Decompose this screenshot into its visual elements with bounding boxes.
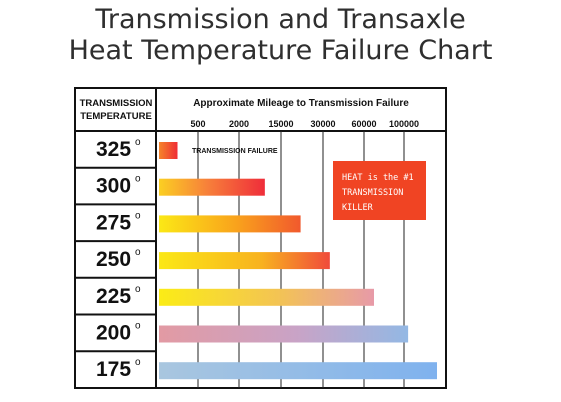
bar-225 [159, 288, 374, 306]
bar-325 [159, 142, 178, 159]
bar-175 [159, 362, 437, 380]
bar-300 [159, 178, 265, 196]
temperature-rows: 325 o 300 o 275 o 250 o 225 o 200 o 175 o [75, 137, 156, 381]
bar-label: TRANSMISSION FAILURE [192, 148, 278, 155]
heat-note: HEAT is the #1 TRANSMISSION KILLER [333, 161, 426, 220]
x-tick-label: 30000 [310, 119, 335, 129]
bar-275 [159, 215, 301, 233]
x-tick-labels: 500 2000 15000 30000 60000 100000 [190, 119, 419, 129]
x-tick-label: 500 [190, 119, 205, 129]
temperature-label: 200 [96, 322, 131, 345]
heat-note-box [333, 161, 426, 220]
temperature-label: 225 [96, 285, 131, 308]
temperature-label: 325 [96, 138, 131, 161]
column-header: Approximate Mileage to Transmission Fail… [193, 98, 409, 109]
bar-200 [159, 325, 409, 343]
degree-symbol: o [135, 247, 141, 258]
x-tick-label: 2000 [229, 119, 249, 129]
bars [159, 142, 437, 380]
x-tick-label: 100000 [389, 119, 419, 129]
heat-note-line-2: TRANSMISSION [342, 188, 403, 198]
degree-symbol: o [135, 357, 141, 368]
temperature-label: 300 [96, 175, 131, 198]
degree-symbol: o [135, 321, 141, 332]
temperature-label: 250 [96, 248, 131, 271]
row-header-line-2: TEMPERATURE [80, 111, 152, 122]
heat-note-line-3: KILLER [342, 203, 374, 213]
temperature-label: 275 [96, 211, 131, 234]
temperature-label: 175 [96, 358, 131, 381]
x-tick-label: 60000 [351, 119, 376, 129]
degree-symbol: o [135, 284, 141, 295]
page-title: Transmission and Transaxle Heat Temperat… [0, 4, 561, 66]
degree-symbol: o [135, 137, 141, 148]
degree-symbol: o [135, 174, 141, 185]
x-tick-label: 15000 [268, 119, 293, 129]
bar-250 [159, 252, 330, 270]
row-header-line-1: TRANSMISSION [80, 98, 153, 109]
title-line-2: Heat Temperature Failure Chart [68, 35, 493, 66]
degree-symbol: o [135, 210, 141, 221]
heat-note-line-1: HEAT is the #1 [342, 173, 414, 183]
title-line-1: Transmission and Transaxle [95, 4, 466, 35]
